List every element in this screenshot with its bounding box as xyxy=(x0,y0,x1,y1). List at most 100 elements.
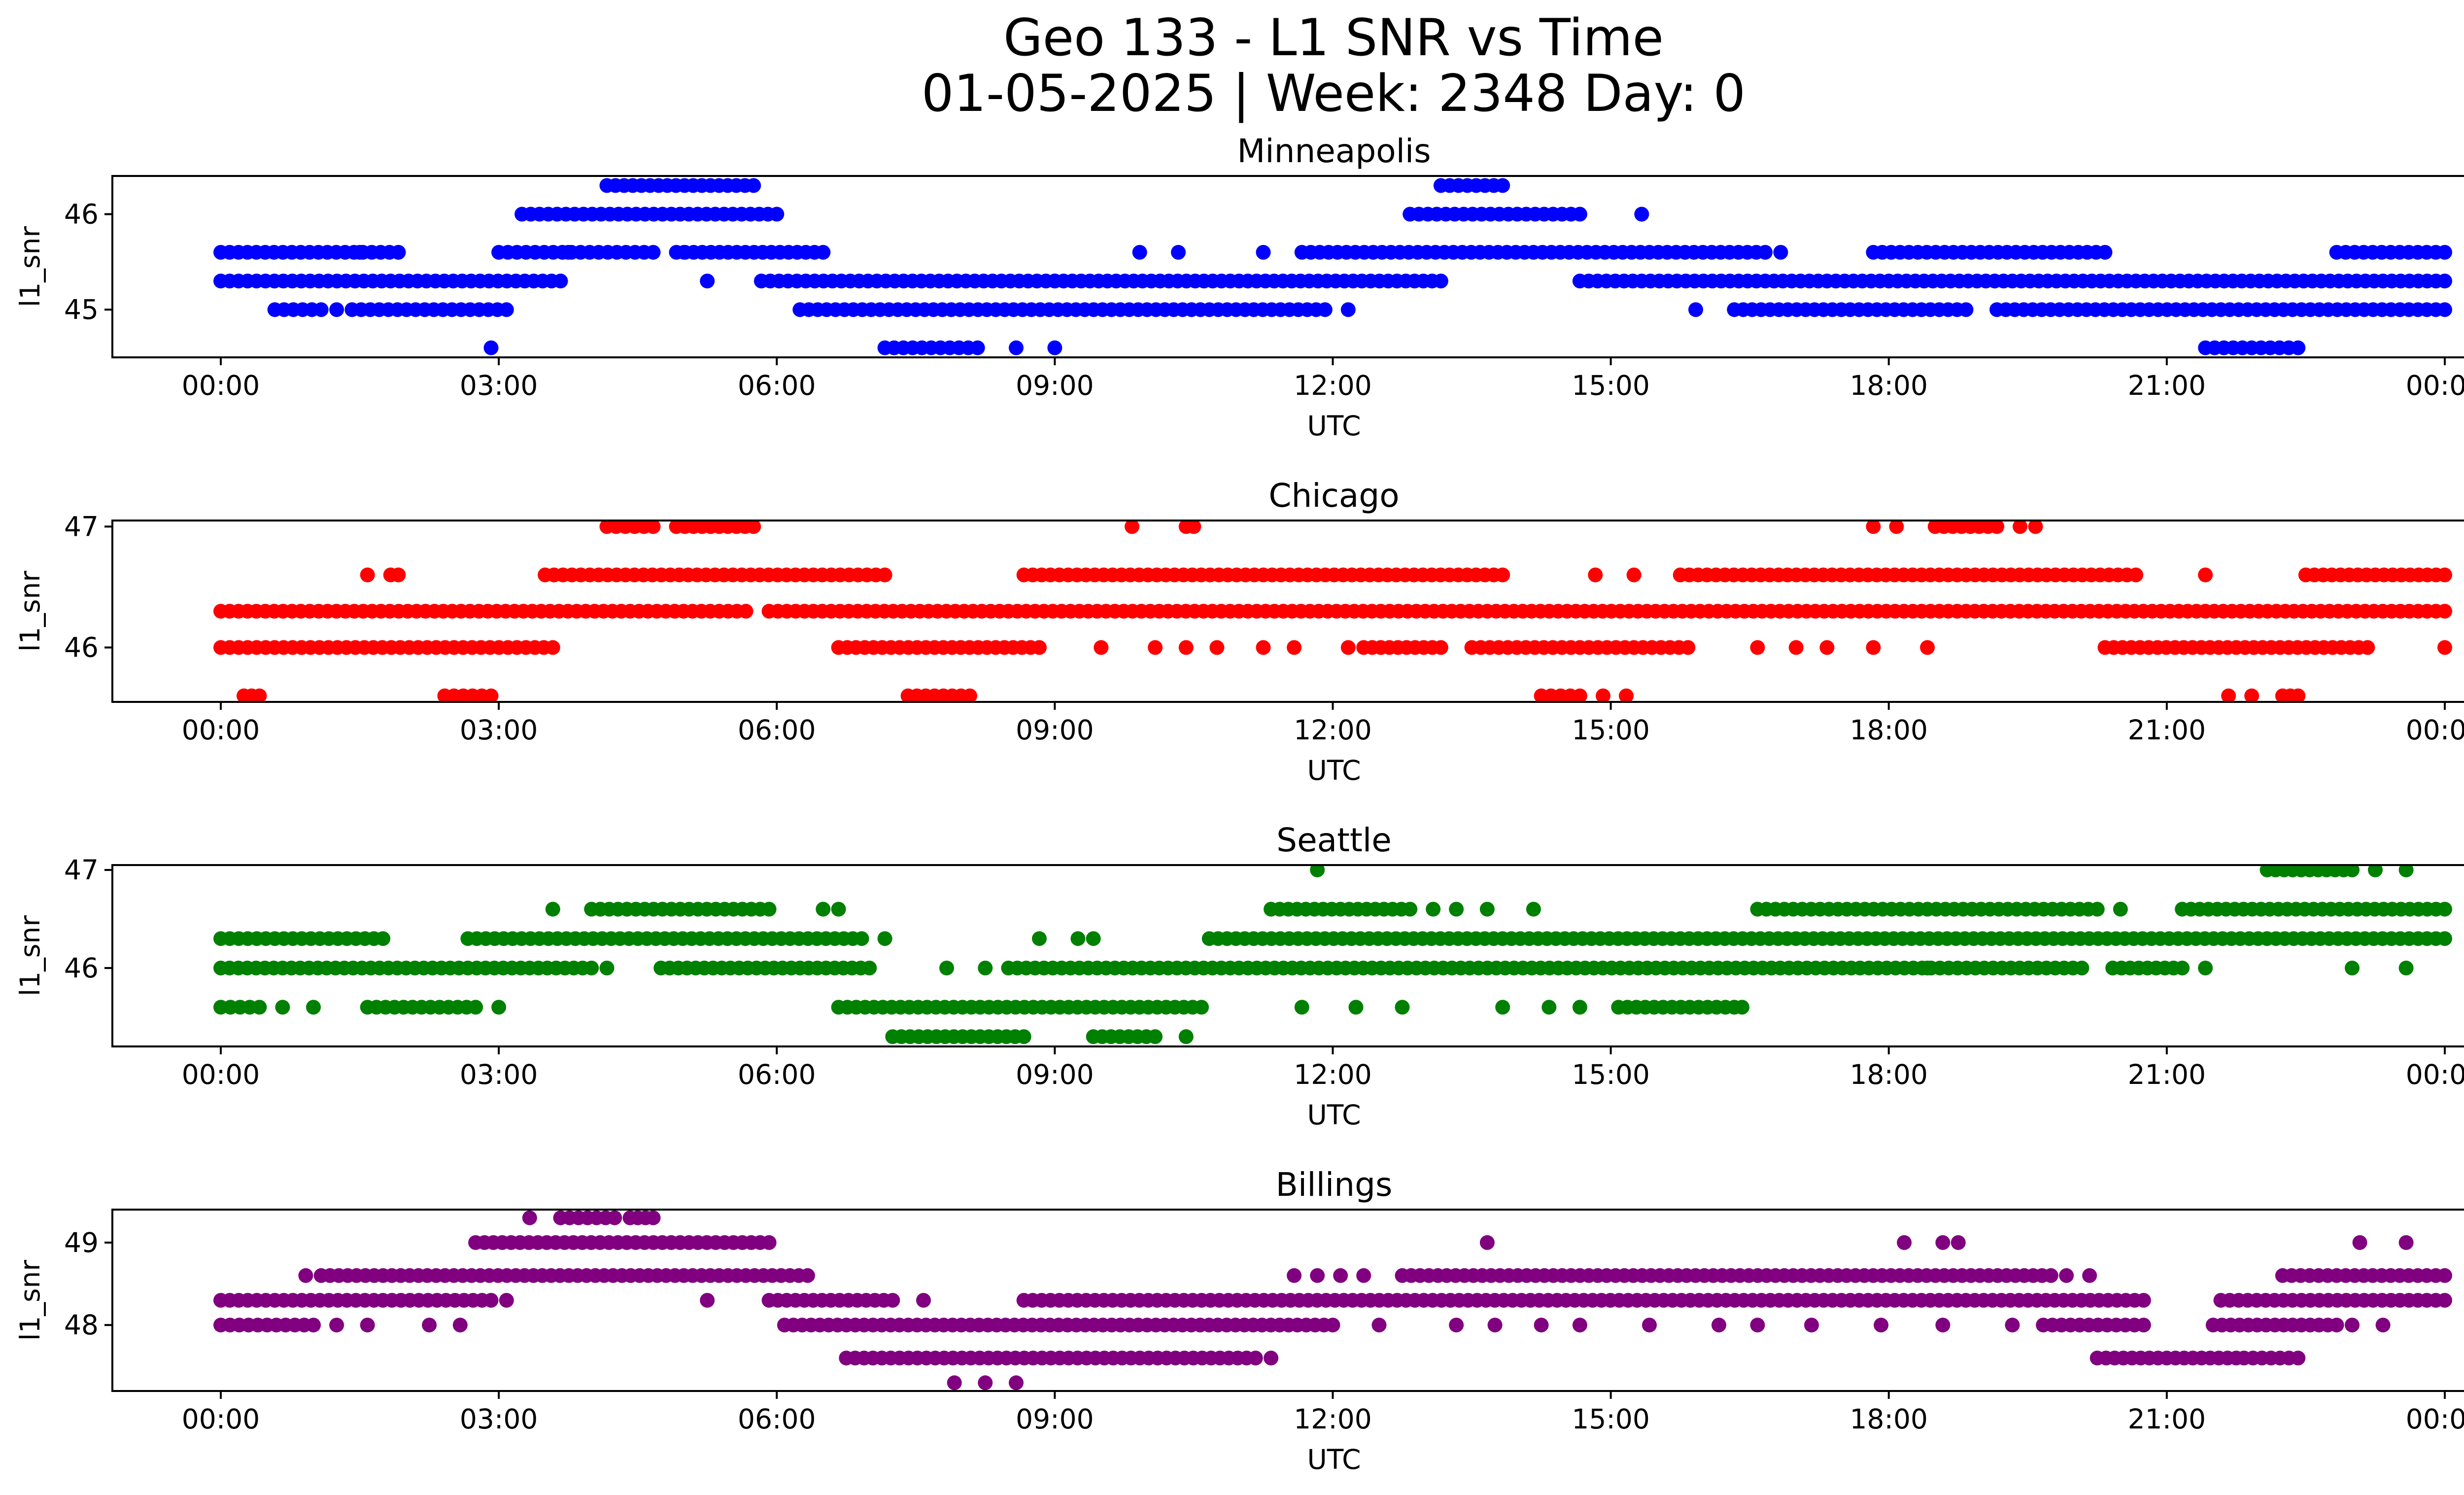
data-point xyxy=(2437,640,2452,655)
data-point xyxy=(522,1210,537,1225)
data-point xyxy=(483,1293,499,1308)
data-point xyxy=(376,931,391,946)
y-axis-label: l1_snr xyxy=(14,226,46,307)
data-point xyxy=(306,1000,321,1015)
data-point xyxy=(2345,865,2360,877)
data-point xyxy=(1989,521,2005,534)
y-tick-label: 45 xyxy=(64,294,99,325)
x-tick-label: 03:00 xyxy=(460,1403,538,1435)
data-point xyxy=(1572,688,1587,702)
figure-title: Geo 133 - L1 SNR vs Time xyxy=(1003,8,1664,68)
subplots: Minneapolis 00:00 03:00 06:00 09:00 12:00 15:0… xyxy=(14,132,2464,1475)
data-point xyxy=(252,1000,267,1015)
data-point xyxy=(1395,1000,1410,1015)
data-point xyxy=(877,931,892,946)
x-tick-label: 00:00 xyxy=(2406,714,2464,746)
data-point xyxy=(2437,1293,2452,1308)
x-tick-label: 12:00 xyxy=(1294,714,1372,746)
subplot-billings: Billings 00:00 03:00 06:00 09:00 12:00 15:00 18… xyxy=(14,1166,2464,1475)
data-point xyxy=(2360,640,2375,655)
data-point xyxy=(1920,960,1935,975)
data-points xyxy=(213,521,2452,702)
x-axis-label: UTC xyxy=(1307,1444,1361,1475)
data-point xyxy=(1487,1318,1503,1333)
data-point xyxy=(1495,178,1510,193)
data-point xyxy=(1526,902,1541,917)
data-point xyxy=(1750,640,1765,655)
data-point xyxy=(2291,340,2306,355)
data-point xyxy=(862,960,877,975)
data-point xyxy=(1340,640,1356,655)
data-point xyxy=(761,902,777,917)
data-point xyxy=(1426,902,1441,917)
data-point xyxy=(854,931,869,946)
y-axis-label: l1_snr xyxy=(14,915,46,996)
data-point xyxy=(1086,931,1101,946)
data-point xyxy=(2375,1318,2391,1333)
data-point xyxy=(1148,1029,1163,1044)
data-point xyxy=(2398,865,2414,877)
data-point xyxy=(1171,244,1186,260)
subplot-title: Minneapolis xyxy=(1237,132,1431,170)
x-tick-label: 21:00 xyxy=(2128,1059,2206,1090)
data-point xyxy=(1348,1000,1364,1015)
x-tick-label: 03:00 xyxy=(460,370,538,401)
data-point xyxy=(746,178,761,193)
data-point xyxy=(1094,640,1109,655)
data-point xyxy=(1758,244,1773,260)
x-tick-label: 18:00 xyxy=(1849,1403,1928,1435)
x-tick-label: 06:00 xyxy=(738,1403,816,1435)
x-tick-label: 00:00 xyxy=(2406,370,2464,401)
data-point xyxy=(1070,931,1086,946)
plot-area-frame xyxy=(111,520,2464,703)
data-point xyxy=(877,567,892,583)
data-point xyxy=(1433,274,1448,289)
x-tick-label: 15:00 xyxy=(1572,1403,1650,1435)
data-point xyxy=(746,521,761,534)
data-point xyxy=(1588,567,1603,583)
data-point xyxy=(1935,1318,1951,1333)
data-point xyxy=(2437,567,2452,583)
data-point xyxy=(1866,640,1881,655)
data-point xyxy=(1619,688,1634,702)
data-point xyxy=(483,340,499,355)
data-point xyxy=(1264,1351,1279,1366)
data-point xyxy=(1897,1235,1912,1250)
data-point xyxy=(1016,1029,1031,1044)
data-point xyxy=(1449,902,1464,917)
x-tick-label: 03:00 xyxy=(460,714,538,746)
data-point xyxy=(885,1293,900,1308)
data-point xyxy=(313,302,329,317)
x-tick-label: 00:00 xyxy=(2406,1059,2464,1090)
data-point xyxy=(1572,1318,1587,1333)
data-point xyxy=(800,1268,815,1283)
y-axis-label: l1_snr xyxy=(14,571,46,652)
data-point xyxy=(584,960,599,975)
data-point xyxy=(816,902,831,917)
data-point xyxy=(738,604,753,619)
data-point xyxy=(1634,207,1649,222)
x-tick-label: 18:00 xyxy=(1849,1059,1928,1090)
figure-subtitle: 01-05-2025 | Week: 2348 Day: 0 xyxy=(922,64,1745,123)
data-point xyxy=(298,1268,313,1283)
data-point xyxy=(306,1318,321,1333)
data-point xyxy=(1626,567,1642,583)
data-point xyxy=(2128,567,2144,583)
data-point xyxy=(1735,1000,1749,1015)
data-point xyxy=(2345,960,2360,975)
data-point xyxy=(1433,640,1448,655)
data-point xyxy=(1951,1235,1966,1250)
data-point xyxy=(452,1318,468,1333)
data-point xyxy=(2043,1268,2058,1283)
x-tick-label: 15:00 xyxy=(1572,1059,1650,1090)
data-point xyxy=(1009,340,1024,355)
x-tick-label: 18:00 xyxy=(1849,370,1928,401)
y-tick-label: 46 xyxy=(64,632,99,663)
x-tick-label: 06:00 xyxy=(738,714,816,746)
data-point xyxy=(2136,1293,2151,1308)
data-points xyxy=(213,865,2452,1044)
data-point xyxy=(1287,1268,1302,1283)
x-tick-label: 12:00 xyxy=(1294,370,1372,401)
data-point xyxy=(2398,1235,2414,1250)
